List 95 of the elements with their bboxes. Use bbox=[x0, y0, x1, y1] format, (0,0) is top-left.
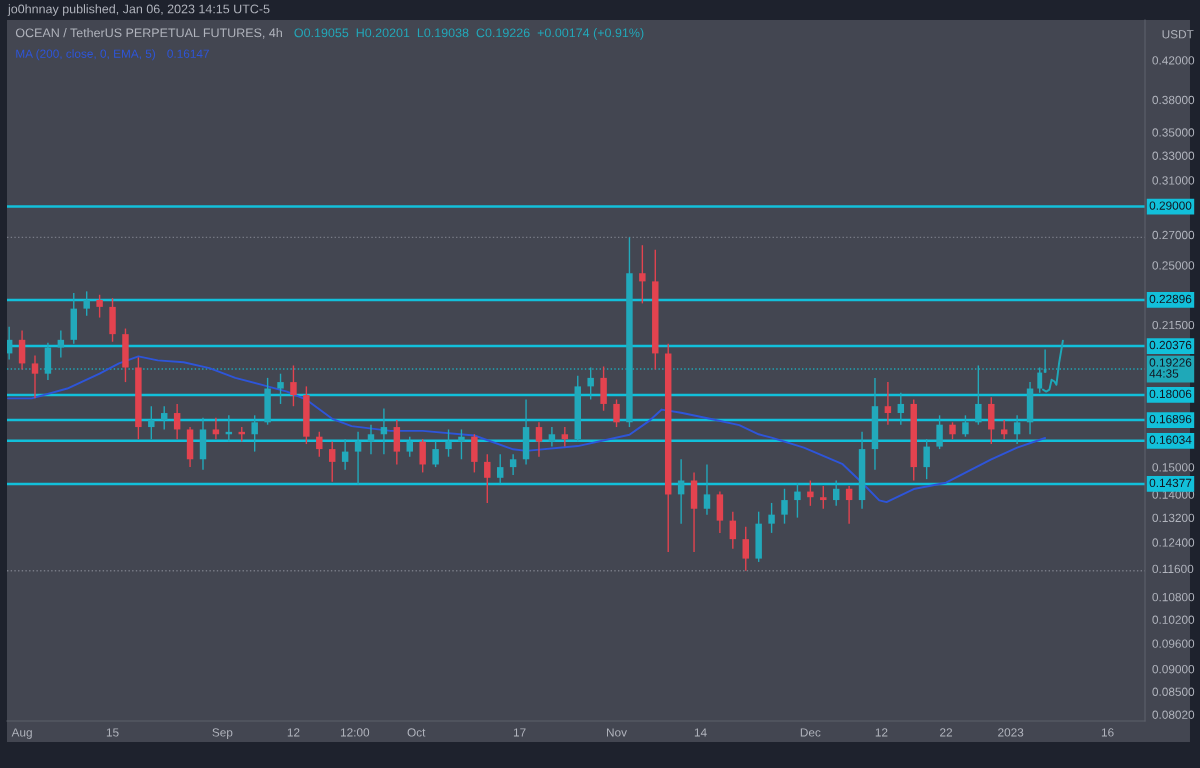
y-tick-label: 0.42000 bbox=[1152, 56, 1195, 65]
ref-line-label: 0.29000 bbox=[1149, 201, 1192, 210]
x-tick-label: Sep bbox=[212, 728, 233, 739]
ref-line-label: 0.18006 bbox=[1149, 389, 1192, 399]
candlestick bbox=[458, 428, 465, 460]
y-tick-label: 0.12400 bbox=[1152, 538, 1195, 547]
candlestick bbox=[729, 510, 737, 550]
candlestick bbox=[96, 294, 103, 319]
candlestick bbox=[1013, 414, 1021, 445]
ref-line-label: 0.22896 bbox=[1149, 294, 1192, 304]
text: MA (200, close, 0, EMA, 5) bbox=[16, 49, 156, 61]
text: jo0hnnay published, Jan 06, 2023 14:15 UTC-5 bbox=[7, 4, 270, 16]
candlestick bbox=[703, 463, 711, 516]
x-tick-label: 17 bbox=[513, 728, 526, 737]
candlestick bbox=[639, 244, 646, 305]
candlestick bbox=[432, 440, 439, 468]
annotation: O0.19055 H0.20201 L0.19038 C0.19226 +0.00174 (+0.91%) bbox=[294, 28, 644, 40]
y-tick-label: 0.33000 bbox=[1152, 151, 1195, 160]
line-series bbox=[7, 355, 1047, 504]
candlestick bbox=[367, 423, 375, 455]
candlestick bbox=[820, 485, 827, 510]
y-axis-title: USDT bbox=[1162, 30, 1194, 39]
candlestick bbox=[83, 290, 90, 317]
candlestick bbox=[18, 329, 26, 371]
candlestick bbox=[316, 431, 323, 458]
candlestick bbox=[613, 398, 620, 428]
x-tick-label: 16 bbox=[1101, 728, 1114, 737]
ref-line-label: 0.19226 44:35 bbox=[1149, 358, 1192, 378]
x-tick-label: 12 bbox=[287, 728, 300, 737]
x-tick-label: 22 bbox=[940, 728, 953, 737]
candlestick bbox=[794, 482, 801, 519]
candlestick bbox=[328, 440, 336, 483]
annotation: 0.16147 bbox=[167, 49, 209, 58]
y-tick-label: 0.11600 bbox=[1152, 564, 1194, 574]
candlestick bbox=[212, 416, 220, 440]
x-tick-label: 12:00 bbox=[340, 728, 370, 737]
y-tick-label: 0.25000 bbox=[1152, 261, 1195, 270]
candlestick bbox=[341, 438, 349, 471]
text: OCEAN / TetherUS PERPETUAL FUTURES, 4h bbox=[15, 28, 282, 39]
y-tick-label: 0.08020 bbox=[1152, 710, 1195, 719]
candlestick bbox=[897, 392, 905, 426]
candlestick bbox=[781, 488, 788, 525]
candlestick bbox=[845, 485, 853, 525]
x-tick-label: 2023 bbox=[998, 728, 1024, 737]
ref-line-label: 0.16034 bbox=[1149, 435, 1192, 444]
candlestick bbox=[509, 453, 517, 476]
ref-line-label: 0.20376 bbox=[1149, 340, 1192, 350]
candlestick bbox=[923, 438, 930, 480]
candlestick bbox=[742, 526, 749, 572]
candlestick bbox=[535, 421, 543, 458]
x-tick-label: Dec bbox=[800, 728, 821, 737]
y-tick-label: 0.35000 bbox=[1152, 128, 1195, 137]
x-tick-label: Nov bbox=[606, 728, 627, 737]
ref-line-label: 0.16896 bbox=[1149, 414, 1192, 424]
candlestick bbox=[832, 479, 840, 507]
candlestick bbox=[496, 453, 504, 484]
candlestick bbox=[354, 431, 362, 486]
candlestick bbox=[148, 405, 155, 440]
candlestick bbox=[484, 453, 491, 504]
candlestick bbox=[31, 354, 39, 400]
candlestick bbox=[290, 364, 297, 407]
candlestick bbox=[57, 329, 65, 359]
candlestick bbox=[406, 436, 413, 458]
x-tick-label: 15 bbox=[106, 728, 119, 737]
candlestick bbox=[160, 405, 168, 431]
candlestick bbox=[884, 381, 892, 426]
y-tick-label: 0.14000 bbox=[1152, 490, 1195, 499]
ref-line-label: 0.14377 bbox=[1149, 478, 1192, 488]
y-tick-label: 0.21500 bbox=[1152, 320, 1195, 330]
y-tick-label: 0.15000 bbox=[1152, 463, 1195, 472]
candlestick bbox=[561, 426, 569, 448]
y-tick-label: 0.09000 bbox=[1152, 665, 1195, 674]
candlestick bbox=[962, 414, 969, 438]
candlestick bbox=[936, 414, 943, 450]
x-tick-label: 12 bbox=[875, 728, 888, 737]
candlestick bbox=[173, 403, 181, 440]
y-tick-label: 0.10200 bbox=[1152, 615, 1195, 624]
candlestick bbox=[419, 438, 426, 474]
x-tick-label: 14 bbox=[694, 728, 707, 737]
candlestick bbox=[768, 502, 775, 534]
y-tick-label: 0.13200 bbox=[1152, 513, 1195, 523]
candlestick bbox=[277, 373, 284, 405]
candlestick bbox=[445, 428, 452, 458]
y-tick-label: 0.09600 bbox=[1152, 639, 1195, 648]
candlestick bbox=[1000, 419, 1008, 440]
y-tick-label: 0.08500 bbox=[1152, 687, 1195, 696]
candlestick bbox=[548, 426, 556, 448]
y-tick-label: 0.38000 bbox=[1152, 95, 1195, 105]
x-tick-label: Oct bbox=[407, 728, 426, 737]
candlestick bbox=[807, 479, 814, 507]
y-tick-label: 0.27000 bbox=[1152, 230, 1195, 240]
x-tick-label: Aug bbox=[11, 728, 32, 739]
y-tick-label: 0.10800 bbox=[1152, 592, 1195, 602]
y-tick-label: 0.31000 bbox=[1152, 176, 1195, 185]
candlestick bbox=[251, 414, 258, 453]
